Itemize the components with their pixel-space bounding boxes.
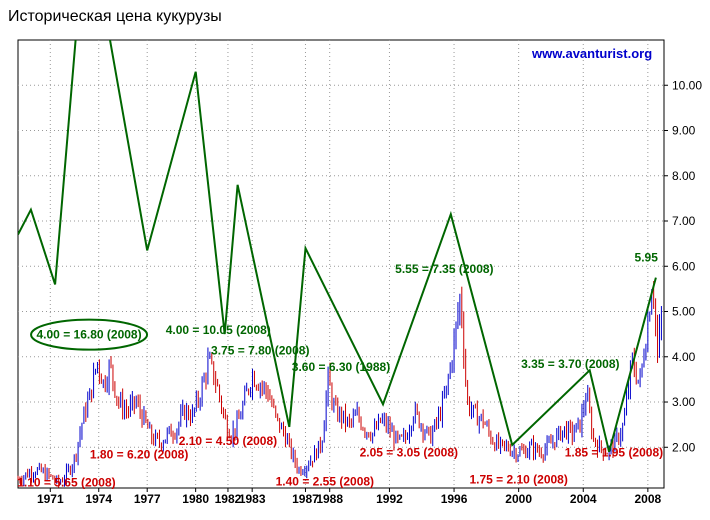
x-tick-label: 1988 bbox=[316, 492, 343, 506]
x-tick-label: 1996 bbox=[441, 492, 468, 506]
y-tick-label: 6.00 bbox=[672, 259, 696, 273]
annotation-label: 1.75 = 2.10 (2008) bbox=[469, 472, 567, 486]
x-tick-label: 1987 bbox=[292, 492, 319, 506]
annotation-label: 4.00 = 10.05 (2008) bbox=[166, 323, 271, 337]
chart-title: Историческая цена кукурузы bbox=[8, 8, 222, 25]
annotation-label: 1.10 = 5.65 (2008) bbox=[17, 476, 115, 490]
y-tick-label: 8.00 bbox=[672, 169, 696, 183]
annotation-label: 2.05 = 3.05 (2008) bbox=[360, 445, 458, 459]
annotation-label: 1.85 = 1.95 (2008) bbox=[565, 445, 663, 459]
x-tick-label: 1977 bbox=[134, 492, 161, 506]
x-tick-label: 2008 bbox=[634, 492, 661, 506]
annotation-label: 1.80 = 6.20 (2008) bbox=[90, 448, 188, 462]
annotation-label: 4.00 = 16.80 (2008) bbox=[37, 328, 142, 342]
price-series bbox=[17, 281, 662, 488]
y-tick-label: 2.00 bbox=[672, 440, 696, 454]
annotation-label: 2.10 = 4.50 (2008) bbox=[179, 434, 277, 448]
annotation-circle bbox=[30, 318, 149, 351]
annotation-label: 5.95 bbox=[635, 251, 659, 265]
x-tick-label: 1983 bbox=[239, 492, 266, 506]
annotation-label: 3.35 = 3.70 (2008) bbox=[521, 357, 619, 371]
annotation-label: 5.55 = 7.35 (2008) bbox=[395, 262, 493, 276]
x-tick-label: 1992 bbox=[376, 492, 403, 506]
x-tick-label: 1980 bbox=[182, 492, 209, 506]
y-tick-label: 5.00 bbox=[672, 305, 696, 319]
x-tick-label: 1974 bbox=[85, 492, 112, 506]
annotations: 4.00 = 16.80 (2008) 4.00 = 10.05 (2008) 3.… bbox=[17, 251, 663, 490]
y-tick-label: 4.00 bbox=[672, 350, 696, 364]
annotation-label: 1.40 = 2.55 (2008) bbox=[276, 475, 374, 489]
zigzag-line bbox=[18, 40, 657, 453]
y-tick-label: 9.00 bbox=[672, 124, 696, 138]
x-tick-label: 2004 bbox=[570, 492, 597, 506]
grid bbox=[18, 40, 664, 488]
x-tick-label: 2000 bbox=[505, 492, 532, 506]
x-tick-label: 1971 bbox=[37, 492, 64, 506]
watermark: www.avanturist.org bbox=[531, 46, 652, 61]
annotation-label: 3.75 = 7.80 (2008) bbox=[211, 344, 309, 358]
y-tick-label: 10.00 bbox=[672, 78, 702, 92]
zigzag-series bbox=[18, 40, 657, 453]
y-axis-ticks: 2.00 3.00 4.00 5.00 6.00 7.00 8.00 9.00 10.00 bbox=[664, 78, 702, 454]
annotation-label: 3.60 = 6.30 (1988) bbox=[292, 360, 390, 374]
x-tick-label: 1982 bbox=[215, 492, 242, 506]
y-tick-label: 7.00 bbox=[672, 214, 696, 228]
y-tick-label: 3.00 bbox=[672, 395, 696, 409]
plot-frame bbox=[17, 39, 665, 489]
